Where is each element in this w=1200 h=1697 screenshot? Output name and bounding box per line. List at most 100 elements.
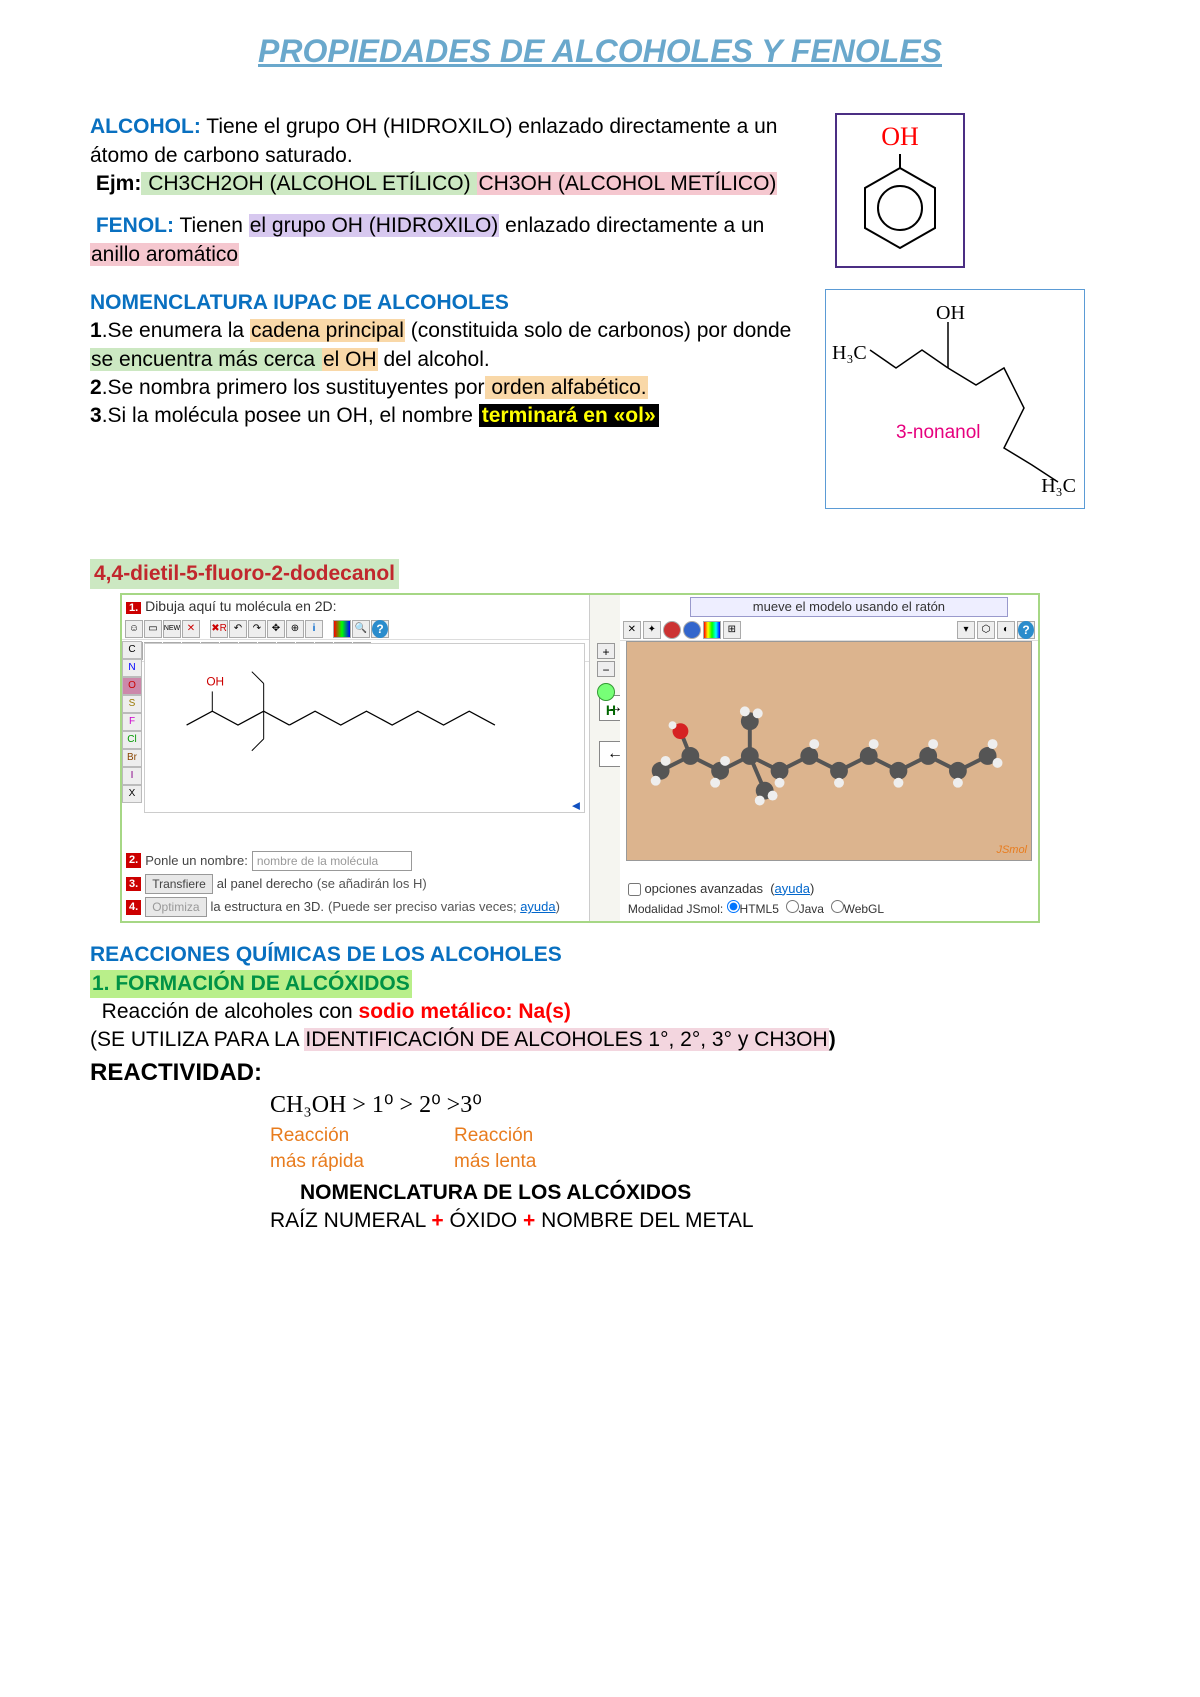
tool-search[interactable]: 🔍 bbox=[352, 620, 370, 638]
r1b: .Se enumera la bbox=[102, 319, 250, 342]
plus1: + bbox=[431, 1209, 443, 1232]
fast-col: Reacciónmás rápida bbox=[270, 1123, 364, 1174]
t3-9[interactable]: ◐ bbox=[997, 621, 1015, 639]
mode-html5[interactable] bbox=[727, 900, 740, 913]
r3b: .Si la molécula posee un OH, el nombre bbox=[102, 404, 479, 427]
t3-help[interactable]: ? bbox=[1017, 621, 1035, 639]
step2-text: Ponle un nombre: bbox=[145, 852, 248, 870]
atom-F[interactable]: F bbox=[122, 713, 142, 731]
adv-opts: opciones avanzadas bbox=[644, 881, 763, 896]
zoom-in[interactable]: + bbox=[597, 643, 615, 659]
atom-Br[interactable]: Br bbox=[122, 749, 142, 767]
t3-7[interactable]: ▾ bbox=[957, 621, 975, 639]
m-webgl: WebGL bbox=[844, 902, 884, 916]
reactividad-label: REACTIVIDAD: bbox=[90, 1057, 1110, 1089]
name-input[interactable]: nombre de la molécula bbox=[252, 851, 412, 871]
ex2: CH3OH (ALCOHOL METÍLICO) bbox=[477, 172, 777, 195]
alcohol-def: ALCOHOL: Tiene el grupo OH (HIDROXILO) e… bbox=[90, 113, 820, 198]
l1a: Reacción de alcoholes con bbox=[96, 1000, 359, 1023]
zoom-out[interactable]: − bbox=[597, 661, 615, 677]
n2: ÓXIDO bbox=[444, 1209, 523, 1232]
reac-line2: (SE UTILIZA PARA LA IDENTIFICACIÓN DE AL… bbox=[90, 1026, 1110, 1054]
canvas-2d[interactable]: OH bbox=[144, 643, 585, 813]
r1-num: 1 bbox=[90, 319, 102, 342]
modality-label: Modalidad JSmol: bbox=[628, 902, 727, 916]
atom-X[interactable]: X bbox=[122, 785, 142, 803]
reactivity-formula: CH₃OH > 1⁰ > 2⁰ >3⁰ bbox=[270, 1089, 1110, 1121]
r1e: se encuentra más cerca bbox=[90, 348, 322, 371]
m-java: Java bbox=[799, 902, 824, 916]
t3-3[interactable] bbox=[663, 621, 681, 639]
right-toolbar: ✕ ✦ ⊞ ▾ ⬡ ◐ ? bbox=[620, 619, 1038, 641]
tool-clear[interactable]: ✖R bbox=[210, 620, 228, 638]
page-title: PROPIEDADES DE ALCOHOLES Y FENOLES bbox=[90, 30, 1110, 73]
right-title: mueve el modelo usando el ratón bbox=[690, 597, 1008, 617]
l1b: sodio metálico: Na(s) bbox=[359, 1000, 571, 1023]
fast1: Reacción bbox=[270, 1123, 364, 1149]
atom-sidebar: C N O S F Cl Br I X bbox=[122, 641, 142, 803]
atom-O[interactable]: O bbox=[122, 677, 142, 695]
atom-Cl[interactable]: Cl bbox=[122, 731, 142, 749]
tool-smiley[interactable]: ☺ bbox=[125, 620, 143, 638]
mode-java[interactable] bbox=[786, 900, 799, 913]
view-3d[interactable]: JSmol bbox=[626, 641, 1032, 861]
nonanol-figure: OH H₃C H₃C 3-nonanol bbox=[825, 289, 1085, 509]
canvas-oh: OH bbox=[206, 675, 224, 689]
r2-num: 2 bbox=[90, 376, 102, 399]
atom-I[interactable]: I bbox=[122, 767, 142, 785]
step1-badge: 1. bbox=[126, 602, 141, 614]
r3c: terminará en «ol» bbox=[479, 404, 659, 427]
tool-color[interactable] bbox=[333, 620, 351, 638]
plus2: + bbox=[523, 1209, 535, 1232]
ayuda-link[interactable]: ayuda bbox=[775, 881, 810, 896]
step3-badge: 3. bbox=[126, 877, 141, 892]
t3-5[interactable] bbox=[703, 621, 721, 639]
r2c: orden alfabético. bbox=[485, 376, 648, 399]
tool-del[interactable]: ✕ bbox=[182, 620, 200, 638]
tool-info[interactable]: i bbox=[305, 620, 323, 638]
bottom-steps: 2. Ponle un nombre: nombre de la molécul… bbox=[126, 848, 585, 918]
tool-target[interactable]: ⊕ bbox=[286, 620, 304, 638]
tool-help[interactable]: ? bbox=[371, 620, 389, 638]
toolbar-1: ☺ ▭ NEW ✕ ✖R ↶ ↷ ✥ ⊕ i 🔍 ? bbox=[122, 618, 589, 640]
tool-undo[interactable]: ↶ bbox=[229, 620, 247, 638]
rule2: 2.Se nombra primero los sustituyentes po… bbox=[90, 374, 810, 402]
h-toggle[interactable] bbox=[597, 683, 615, 701]
fenol-def: FENOL: Tienen el grupo OH (HIDROXILO) en… bbox=[90, 212, 820, 269]
tool-move[interactable]: ✥ bbox=[267, 620, 285, 638]
intro-row: ALCOHOL: Tiene el grupo OH (HIDROXILO) e… bbox=[90, 113, 1110, 283]
t3-4[interactable] bbox=[683, 621, 701, 639]
transfer-button[interactable]: Transfiere bbox=[145, 874, 213, 894]
jsmol-label: JSmol bbox=[996, 843, 1027, 858]
optimize-button[interactable]: Optimiza bbox=[145, 897, 206, 917]
phenol-svg bbox=[855, 154, 945, 264]
t3-8[interactable]: ⬡ bbox=[977, 621, 995, 639]
step4-small: (Puede ser preciso varias veces; ayuda) bbox=[328, 898, 560, 916]
adv-opts-checkbox[interactable] bbox=[628, 883, 641, 896]
t3-1[interactable]: ✕ bbox=[623, 621, 641, 639]
help-link[interactable]: ayuda bbox=[520, 899, 555, 914]
step2-badge: 2. bbox=[126, 853, 141, 868]
r1d: (constituida solo de carbonos) por donde bbox=[405, 319, 791, 342]
ejm-label: Ejm: bbox=[96, 172, 142, 195]
slow2: más lenta bbox=[454, 1149, 536, 1175]
tool-redo[interactable]: ↷ bbox=[248, 620, 266, 638]
alcox-nomen-head: NOMENCLATURA DE LOS ALCÓXIDOS bbox=[300, 1179, 1110, 1207]
l2b: IDENTIFICACIÓN DE ALCOHOLES 1°, 2°, 3° y… bbox=[304, 1028, 828, 1051]
alcohol-label: ALCOHOL: bbox=[90, 115, 201, 138]
mode-webgl[interactable] bbox=[831, 900, 844, 913]
alcox-nomen-rule: RAÍZ NUMERAL + ÓXIDO + NOMBRE DEL METAL bbox=[270, 1207, 1110, 1235]
l2a: (SE UTILIZA PARA LA bbox=[90, 1028, 304, 1051]
m-html5: HTML5 bbox=[740, 902, 779, 916]
tool-new[interactable]: NEW bbox=[163, 620, 181, 638]
fenol-label: FENOL: bbox=[96, 214, 174, 237]
atom-C[interactable]: C bbox=[122, 641, 142, 659]
t3-6[interactable]: ⊞ bbox=[723, 621, 741, 639]
step4-badge: 4. bbox=[126, 900, 141, 915]
t3-2[interactable]: ✦ bbox=[643, 621, 661, 639]
atom-N[interactable]: N bbox=[122, 659, 142, 677]
tool-rect[interactable]: ▭ bbox=[144, 620, 162, 638]
fenol-mid: enlazado directamente a un bbox=[499, 214, 764, 237]
atom-S[interactable]: S bbox=[122, 695, 142, 713]
reac-sub: 1. FORMACIÓN DE ALCÓXIDOS bbox=[90, 970, 412, 998]
